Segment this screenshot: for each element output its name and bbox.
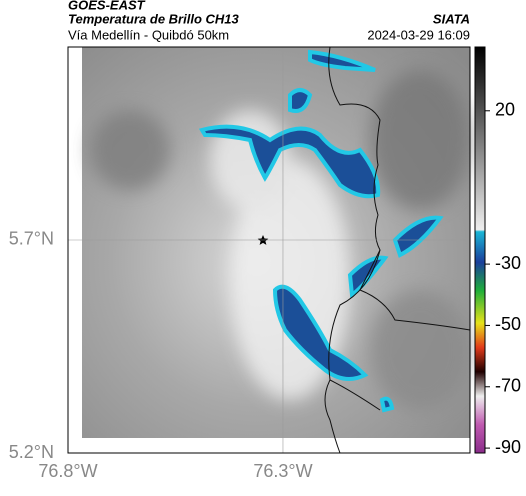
y-tick-label: 5.7°N [9,229,54,249]
satellite-image [68,46,471,454]
colorbar-ticks: 20 -30 -50 -70 -90 [485,100,521,457]
colorbar-tick-label: -50 [495,314,521,334]
colorbar [474,46,486,454]
subtitle: Temperatura de Brillo CH13 [68,11,240,26]
map-frame [67,46,471,454]
source: SIATA [433,11,470,26]
colorbar-tick-label: -90 [495,437,521,457]
colorbar-tick-label: -70 [495,376,521,396]
route: Vía Medellín - Quibdó 50km [68,27,229,42]
colorbar-tick-label: -30 [495,253,521,273]
x-tick-label: 76.8°W [38,461,97,481]
title: GOES-EAST [68,0,146,12]
colorbar-tick-label: 20 [495,100,515,120]
timestamp: 2024-03-29 16:09 [367,27,470,42]
header: GOES-EAST Temperatura de Brillo CH13 Vía… [68,0,470,42]
x-tick-label: 76.3°W [253,461,312,481]
y-tick-label: 5.2°N [9,442,54,462]
